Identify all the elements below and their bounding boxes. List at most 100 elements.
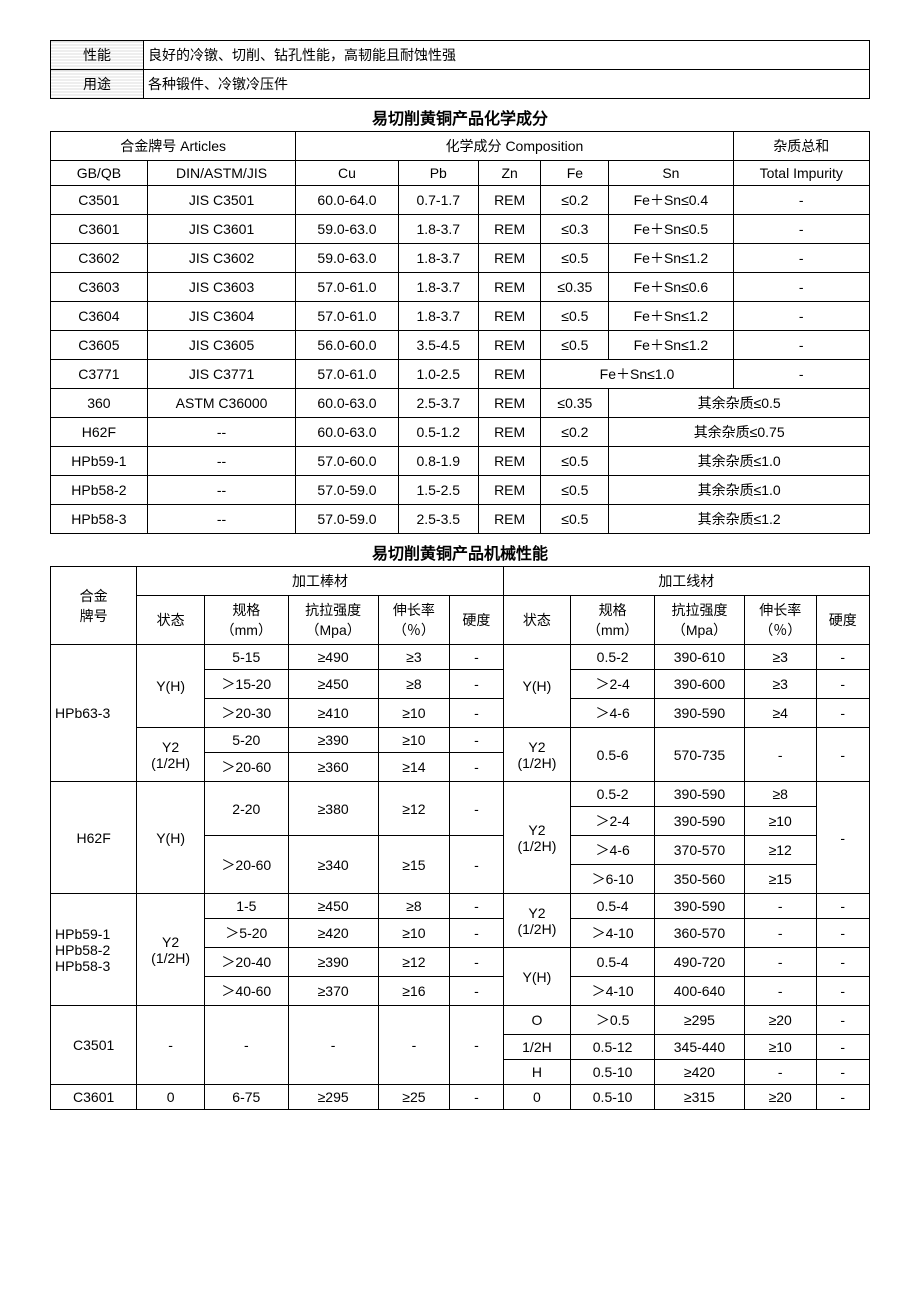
table-row: C3501-----O＞0.5≥295≥20- xyxy=(51,1006,870,1035)
cell: - xyxy=(816,670,869,699)
cell: Fe＋Sn≤0.4 xyxy=(609,186,733,215)
cell: REM xyxy=(478,389,541,418)
col-sub: 伸长率 （％） xyxy=(378,596,450,645)
cell: 360 xyxy=(51,389,148,418)
cell: REM xyxy=(478,418,541,447)
cell: - xyxy=(744,919,816,948)
cell: ＞4-6 xyxy=(571,699,655,728)
cell: 0.5-12 xyxy=(571,1035,655,1060)
table-row: 状态规格 （mm）抗拉强度 （Mpa）伸长率 （％）硬度状态规格 （mm）抗拉强… xyxy=(51,596,870,645)
cell: ≥8 xyxy=(744,782,816,807)
table-row: C3601JIS C360159.0-63.01.8-3.7REM≤0.3Fe＋… xyxy=(51,215,870,244)
cell: 0.5-4 xyxy=(571,894,655,919)
cell: - xyxy=(744,894,816,919)
info-value: 良好的冷镦、切削、钻孔性能，高韧能且耐蚀性强 xyxy=(144,41,870,70)
col-articles: 合金牌号 Articles xyxy=(51,132,296,161)
cell: - xyxy=(450,670,503,699)
cell: ≥12 xyxy=(744,836,816,865)
cell: Fe＋Sn≤1.0 xyxy=(541,360,733,389)
cell: 2.5-3.7 xyxy=(398,389,478,418)
cell: 0.5-10 xyxy=(571,1085,655,1110)
cell: REM xyxy=(478,186,541,215)
cell: JIS C3603 xyxy=(147,273,296,302)
cell: 390-610 xyxy=(655,645,745,670)
cell: Y(H) xyxy=(137,645,205,728)
cell: 0.8-1.9 xyxy=(398,447,478,476)
col-wire: 加工线材 xyxy=(503,567,869,596)
cell: 1/2H xyxy=(503,1035,571,1060)
cell: 3.5-4.5 xyxy=(398,331,478,360)
cell: C3501 xyxy=(51,186,148,215)
table-row: C3771JIS C377157.0-61.01.0-2.5REMFe＋Sn≤1… xyxy=(51,360,870,389)
table-row: HPb58-3--57.0-59.02.5-3.5REM≤0.5其余杂质≤1.2 xyxy=(51,505,870,534)
cell: 370-570 xyxy=(655,836,745,865)
cell: - xyxy=(137,1006,205,1085)
col-bar: 加工棒材 xyxy=(137,567,503,596)
cell: ＞4-6 xyxy=(571,836,655,865)
cell: ≤0.35 xyxy=(541,273,609,302)
alloy-cell: HPb59-1 HPb58-2 HPb58-3 xyxy=(51,894,137,1006)
cell: ≥10 xyxy=(378,728,450,753)
cell: ≤0.5 xyxy=(541,505,609,534)
cell: REM xyxy=(478,360,541,389)
cell: ≥295 xyxy=(288,1085,378,1110)
table-row: H62FY(H)2-20≥380≥12-Y2 (1/2H)0.5-2390-59… xyxy=(51,782,870,807)
col-sub: 抗拉强度 （Mpa） xyxy=(655,596,745,645)
cell: C3602 xyxy=(51,244,148,273)
table-row: HPb59-1 HPb58-2 HPb58-3Y2 (1/2H)1-5≥450≥… xyxy=(51,894,870,919)
cell: ≥390 xyxy=(288,948,378,977)
cell: 57.0-59.0 xyxy=(296,505,398,534)
cell: 57.0-61.0 xyxy=(296,360,398,389)
cell: - xyxy=(816,1006,869,1035)
cell: ≥360 xyxy=(288,753,378,782)
cell: 350-560 xyxy=(655,865,745,894)
cell: - xyxy=(744,977,816,1006)
cell: ＞20-60 xyxy=(204,836,288,894)
cell: ≤0.2 xyxy=(541,186,609,215)
cell: ≥15 xyxy=(378,836,450,894)
info-value: 各种锻件、冷镦冷压件 xyxy=(144,70,870,99)
cell: ≥12 xyxy=(378,782,450,836)
cell: 0.5-4 xyxy=(571,948,655,977)
cell: 1.8-3.7 xyxy=(398,215,478,244)
alloy-cell: HPb63-3 xyxy=(51,645,137,782)
table-row: C3605JIS C360556.0-60.03.5-4.5REM≤0.5Fe＋… xyxy=(51,331,870,360)
cell: 56.0-60.0 xyxy=(296,331,398,360)
cell: C3605 xyxy=(51,331,148,360)
col-sub: 规格 （mm） xyxy=(204,596,288,645)
cell: ＞4-10 xyxy=(571,919,655,948)
col-alloy: 合金 牌号 xyxy=(51,567,137,645)
cell: ≤0.5 xyxy=(541,331,609,360)
cell: - xyxy=(816,699,869,728)
cell: Y2 (1/2H) xyxy=(137,728,205,782)
col-sub: DIN/ASTM/JIS xyxy=(147,161,296,186)
table-row: 用途各种锻件、冷镦冷压件 xyxy=(51,70,870,99)
alloy-cell: H62F xyxy=(51,782,137,894)
cell: - xyxy=(450,699,503,728)
cell: 2-20 xyxy=(204,782,288,836)
cell: ≤0.5 xyxy=(541,476,609,505)
table-row: C3501JIS C350160.0-64.00.7-1.7REM≤0.2Fe＋… xyxy=(51,186,870,215)
cell: ≥25 xyxy=(378,1085,450,1110)
cell: ≥315 xyxy=(655,1085,745,1110)
table-row: 合金 牌号加工棒材加工线材 xyxy=(51,567,870,596)
cell: - xyxy=(204,1006,288,1085)
cell: 5-15 xyxy=(204,645,288,670)
cell: REM xyxy=(478,215,541,244)
table-row: Y2 (1/2H)5-20≥390≥10-Y2 (1/2H)0.5-6570-7… xyxy=(51,728,870,753)
cell: 0 xyxy=(503,1085,571,1110)
cell: Fe＋Sn≤0.6 xyxy=(609,273,733,302)
cell: 60.0-64.0 xyxy=(296,186,398,215)
cell: ≥4 xyxy=(744,699,816,728)
col-impurity-top: 杂质总和 xyxy=(733,132,870,161)
col-sub: 硬度 xyxy=(450,596,503,645)
col-sub: Cu xyxy=(296,161,398,186)
cell: Fe＋Sn≤1.2 xyxy=(609,302,733,331)
cell: 390-590 xyxy=(655,782,745,807)
cell: Y(H) xyxy=(503,645,571,728)
cell: 0.5-2 xyxy=(571,782,655,807)
cell: C3771 xyxy=(51,360,148,389)
cell: ≥15 xyxy=(744,865,816,894)
cell: HPb59-1 xyxy=(51,447,148,476)
col-sub: Total Impurity xyxy=(733,161,870,186)
